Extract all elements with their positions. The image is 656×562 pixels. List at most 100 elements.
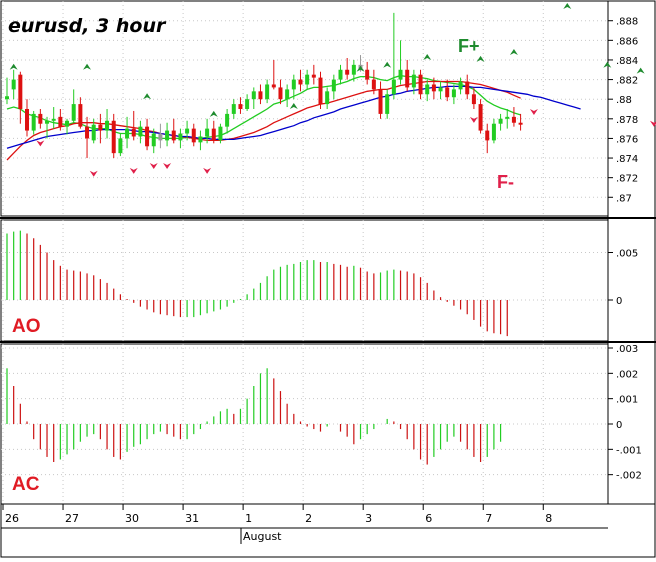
candle-body	[38, 113, 43, 124]
y-tick-label: .872	[616, 174, 638, 185]
candle	[31, 110, 36, 135]
candle-body	[85, 126, 90, 139]
fractal-up-arrow	[383, 61, 392, 68]
x-tick-label: 8	[545, 512, 552, 525]
candle	[418, 69, 423, 100]
candle-body	[298, 79, 303, 85]
candle	[5, 77, 9, 105]
candle	[91, 118, 96, 144]
fractal-down-arrow	[36, 140, 45, 147]
candle-body	[11, 79, 16, 90]
x-tick-label: 1	[245, 512, 252, 525]
fractal-down-arrow	[163, 162, 172, 169]
candle-body	[45, 120, 50, 124]
candle	[118, 133, 123, 157]
y-tick-label: .886	[616, 36, 638, 47]
candle	[345, 57, 350, 80]
candle	[78, 97, 83, 129]
candle-body	[51, 118, 56, 121]
candle-body	[485, 130, 490, 141]
candle	[125, 116, 130, 149]
candle-body	[58, 116, 63, 127]
candle	[365, 61, 370, 85]
candle	[498, 113, 503, 131]
fractal-down-arrow	[203, 167, 212, 174]
fractal-up-arrow	[509, 49, 518, 56]
candle-body	[391, 79, 396, 95]
y-tick-label: .874	[616, 154, 638, 165]
candle	[511, 107, 516, 127]
candle	[71, 89, 76, 123]
fractal-up-arrow	[476, 55, 485, 62]
fractal-up-arrow	[83, 63, 92, 70]
candle-body	[425, 84, 430, 95]
fractal-minus-label: F-	[497, 172, 514, 192]
candle	[138, 120, 143, 144]
fractal-up-arrow	[603, 61, 612, 68]
right-axis-strip	[607, 0, 656, 505]
candle-body	[178, 133, 183, 141]
candle-body	[331, 79, 336, 92]
y-tick-label: .88	[616, 95, 632, 106]
candle	[51, 107, 56, 129]
y-tick-label: .884	[616, 56, 638, 67]
candle	[111, 113, 116, 159]
candle	[291, 74, 296, 100]
y-tick-label: .87	[616, 193, 632, 204]
candles	[5, 12, 523, 159]
candle	[98, 113, 103, 144]
candle	[438, 81, 443, 100]
candle-body	[118, 138, 123, 154]
candle	[425, 79, 430, 102]
x-tick-label: 2	[305, 512, 312, 525]
candle	[198, 130, 203, 151]
candle-body	[138, 126, 143, 137]
candle	[285, 84, 290, 108]
candle	[271, 59, 276, 90]
fractal-up-arrow	[636, 67, 645, 74]
y-tick-label: .882	[616, 76, 638, 87]
candle	[278, 79, 283, 105]
y-tick-label: 0	[616, 296, 622, 307]
candle-body	[371, 79, 376, 90]
candle	[465, 74, 470, 100]
candle	[518, 113, 523, 131]
candle	[471, 87, 476, 109]
candle-body	[498, 118, 503, 124]
candle-body	[211, 128, 216, 141]
candle-body	[251, 91, 256, 100]
candle	[451, 84, 456, 105]
x-tick-label: 7	[485, 512, 492, 525]
fractal-down-arrow	[149, 162, 158, 169]
candle-body	[345, 69, 350, 75]
candle-body	[91, 124, 96, 141]
candle-body	[471, 94, 476, 105]
candle-body	[445, 87, 450, 98]
candle-body	[105, 120, 110, 131]
fractal-up-arrow	[356, 65, 365, 72]
y-tick-label: .888	[616, 17, 638, 28]
candle	[58, 109, 63, 131]
candle	[158, 123, 163, 149]
candle	[485, 123, 490, 154]
fractal-plus-label: F+	[458, 36, 480, 56]
candle-body	[185, 128, 190, 134]
fractal-markers	[9, 2, 656, 177]
candle	[178, 128, 183, 149]
candle-body	[71, 104, 76, 121]
candle-body	[231, 104, 236, 114]
candle	[211, 120, 216, 144]
candle-body	[451, 89, 456, 98]
candle-body	[65, 120, 70, 127]
candle-body	[171, 130, 176, 141]
x-tick-label: 6	[425, 512, 432, 525]
candle-body	[258, 91, 263, 100]
y-tick-label: .003	[616, 344, 638, 355]
x-axis-ticks: 26 27 30 31 1 2 3 6 7 8	[2, 504, 552, 525]
candle	[238, 97, 243, 114]
fractal-up-arrow	[289, 103, 298, 109]
candle	[258, 84, 263, 105]
candle-body	[271, 84, 276, 88]
candle-body	[25, 109, 30, 131]
candle-body	[491, 123, 496, 141]
